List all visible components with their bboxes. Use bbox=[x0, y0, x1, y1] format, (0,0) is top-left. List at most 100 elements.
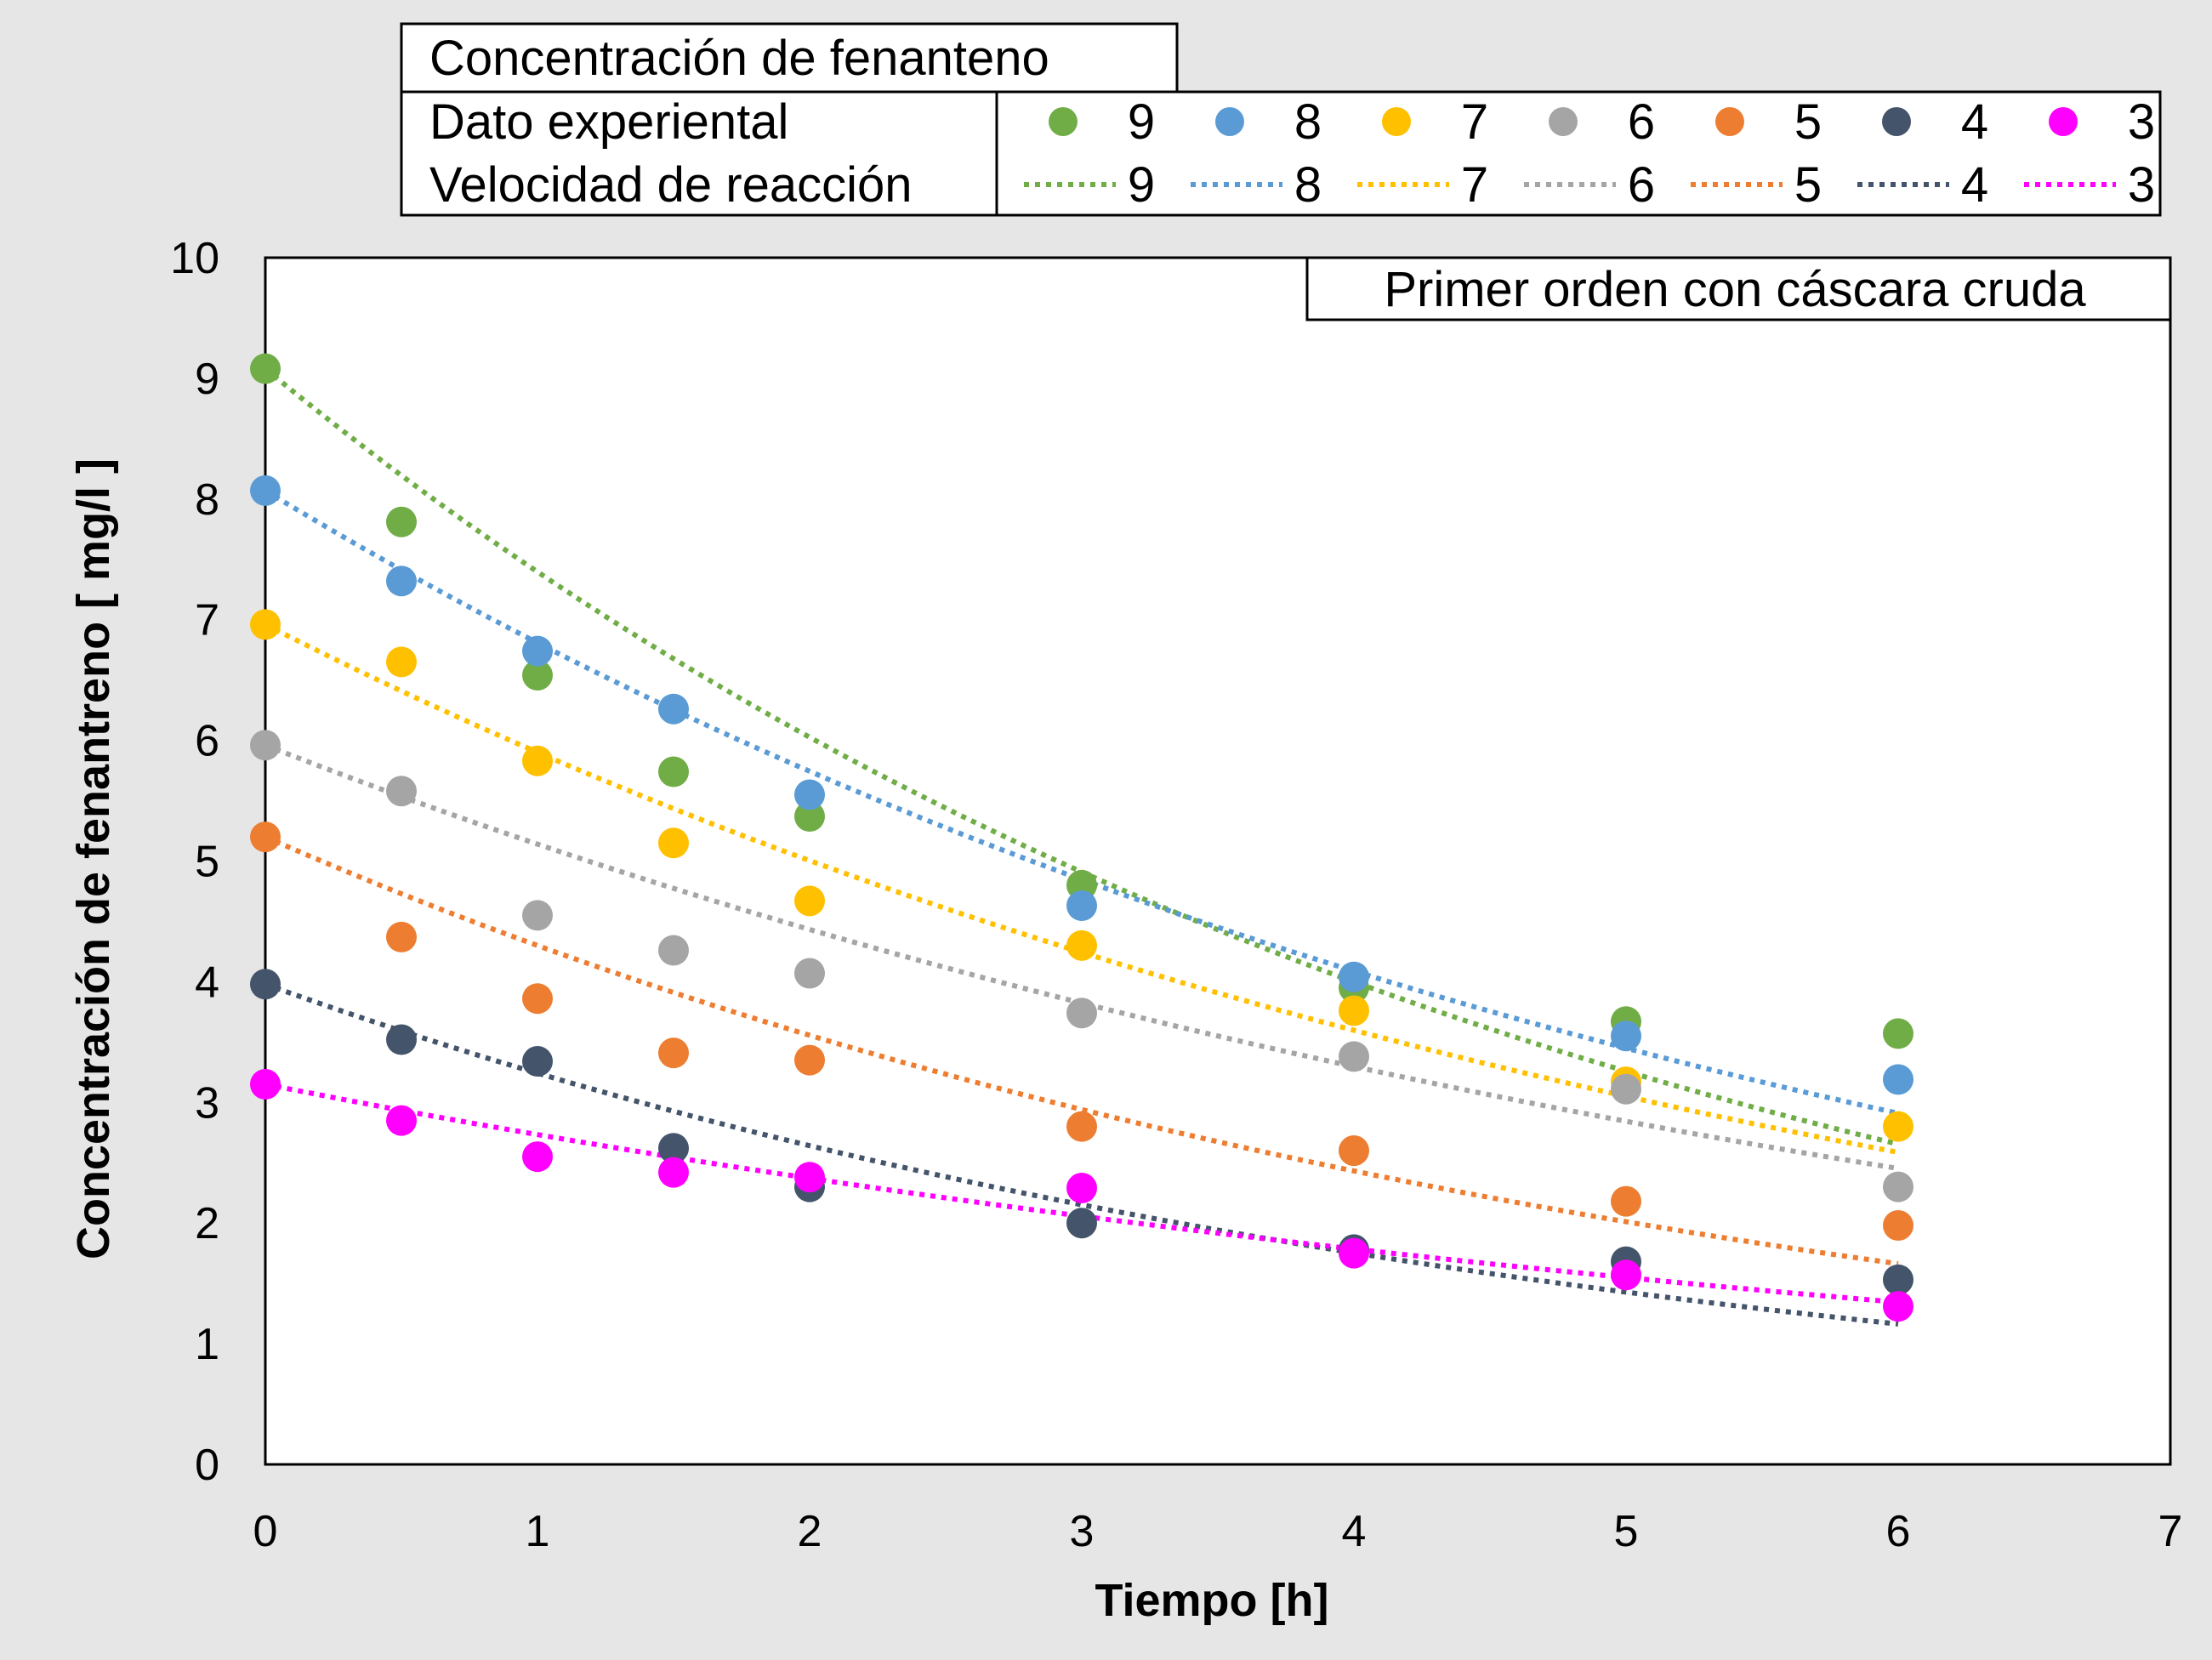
x-tick-label: 4 bbox=[1342, 1507, 1367, 1556]
annotation-frame bbox=[1305, 256, 2172, 321]
data-point-8 bbox=[658, 693, 689, 725]
y-axis-ticks: 0 1 2 3 4 5 6 7 8 9 10 bbox=[170, 234, 219, 1490]
legend-marker-3 bbox=[2049, 107, 2078, 136]
legend-entries: 9 9 8 8 7 7 6 6 5 5 4 4 3 3 bbox=[1024, 94, 2155, 213]
legend-marker-label: 3 bbox=[2128, 94, 2155, 150]
data-point-3 bbox=[250, 1069, 281, 1100]
legend-line-label: 9 bbox=[1128, 157, 1155, 213]
data-points bbox=[250, 353, 1913, 1322]
legend-title: Concentración de fenanteno bbox=[429, 31, 1049, 86]
data-point-3 bbox=[794, 1162, 825, 1193]
data-point-9 bbox=[522, 659, 553, 691]
x-tick-label: 3 bbox=[1070, 1507, 1095, 1556]
legend-line-label: 3 bbox=[2128, 157, 2155, 213]
legend-marker-label: 8 bbox=[1294, 94, 1322, 150]
legend-labels-box bbox=[400, 90, 1002, 217]
data-point-7 bbox=[794, 885, 825, 917]
data-point-9 bbox=[1883, 1018, 1913, 1049]
data-point-6 bbox=[1883, 1171, 1913, 1202]
data-point-3 bbox=[1066, 1173, 1097, 1204]
data-point-9 bbox=[794, 800, 825, 832]
x-tick-label: 7 bbox=[2158, 1507, 2183, 1556]
data-point-7 bbox=[522, 745, 553, 776]
annotation-text: Primer orden con cáscara cruda bbox=[1384, 262, 2086, 317]
data-point-9 bbox=[386, 506, 417, 537]
data-point-7 bbox=[658, 827, 689, 859]
data-point-8 bbox=[794, 779, 825, 810]
data-point-4 bbox=[386, 1024, 417, 1055]
legend-line-label: 7 bbox=[1461, 157, 1488, 213]
legend-line-label: 5 bbox=[1794, 157, 1822, 213]
x-tick-label: 1 bbox=[526, 1507, 550, 1556]
legend: Concentración de fenanteno Dato experien… bbox=[400, 22, 2162, 217]
legend-entries-box bbox=[995, 90, 2162, 217]
legend-marker-label: 7 bbox=[1461, 94, 1488, 150]
data-point-4 bbox=[250, 969, 281, 1000]
data-point-8 bbox=[386, 566, 417, 597]
data-point-5 bbox=[522, 983, 553, 1015]
legend-row-label-rate: Velocidad de reacción bbox=[429, 157, 913, 213]
y-axis-title: Concentración de fenantreno [ mg/l ] bbox=[68, 458, 119, 1259]
y-tick-label: 9 bbox=[195, 355, 219, 404]
data-point-3 bbox=[1883, 1291, 1913, 1322]
legend-marker-label: 9 bbox=[1128, 94, 1155, 150]
data-point-7 bbox=[1066, 929, 1097, 961]
data-point-8 bbox=[1066, 890, 1097, 922]
fit-line-6 bbox=[264, 742, 1899, 1171]
data-point-3 bbox=[658, 1157, 689, 1188]
data-point-3 bbox=[1339, 1237, 1369, 1269]
y-tick-label: 8 bbox=[195, 475, 219, 525]
y-tick-label: 3 bbox=[195, 1078, 219, 1128]
x-tick-label: 0 bbox=[253, 1507, 278, 1556]
legend-marker-4 bbox=[1882, 107, 1911, 136]
data-point-7 bbox=[1883, 1111, 1913, 1142]
data-point-3 bbox=[522, 1141, 553, 1173]
legend-marker-label: 4 bbox=[1961, 94, 1988, 150]
legend-line-label: 8 bbox=[1294, 157, 1322, 213]
data-point-6 bbox=[1066, 998, 1097, 1029]
legend-title-box bbox=[400, 22, 1179, 94]
y-tick-label: 0 bbox=[195, 1441, 219, 1490]
data-point-5 bbox=[794, 1044, 825, 1076]
data-point-4 bbox=[522, 1046, 553, 1077]
data-point-8 bbox=[1339, 961, 1369, 992]
data-point-3 bbox=[1611, 1259, 1641, 1291]
data-point-8 bbox=[522, 635, 553, 667]
legend-marker-8 bbox=[1215, 107, 1244, 136]
data-point-3 bbox=[386, 1105, 417, 1136]
annotation-box: Primer orden con cáscara cruda bbox=[1305, 256, 2172, 321]
legend-marker-5 bbox=[1715, 107, 1744, 136]
data-point-7 bbox=[1339, 995, 1369, 1026]
legend-marker-label: 5 bbox=[1794, 94, 1822, 150]
x-tick-label: 2 bbox=[798, 1507, 822, 1556]
data-point-6 bbox=[794, 958, 825, 989]
data-point-6 bbox=[250, 730, 281, 761]
legend-marker-7 bbox=[1382, 107, 1411, 136]
legend-marker-9 bbox=[1049, 107, 1078, 136]
data-point-8 bbox=[250, 475, 281, 506]
y-tick-label: 6 bbox=[195, 717, 219, 766]
x-axis-title: Tiempo [h] bbox=[1095, 1575, 1329, 1626]
data-point-5 bbox=[658, 1038, 689, 1069]
data-point-6 bbox=[658, 935, 689, 966]
data-point-6 bbox=[1611, 1073, 1641, 1105]
fit-line-4 bbox=[264, 981, 1899, 1327]
data-point-6 bbox=[1339, 1041, 1369, 1072]
y-tick-label: 4 bbox=[195, 958, 219, 1007]
x-tick-label: 6 bbox=[1886, 1507, 1911, 1556]
data-point-5 bbox=[1339, 1135, 1369, 1167]
data-point-8 bbox=[1611, 1020, 1641, 1052]
data-point-8 bbox=[1883, 1064, 1913, 1095]
y-tick-label: 2 bbox=[195, 1199, 219, 1248]
data-point-5 bbox=[250, 821, 281, 853]
legend-row-label-experimental: Dato experiental bbox=[429, 94, 788, 150]
legend-marker-6 bbox=[1549, 107, 1578, 136]
x-axis-ticks: 0 1 2 3 4 5 6 7 bbox=[253, 1507, 2183, 1556]
legend-line-label: 4 bbox=[1961, 157, 1988, 213]
data-point-5 bbox=[1066, 1111, 1097, 1142]
y-tick-label: 10 bbox=[170, 234, 219, 283]
data-point-7 bbox=[386, 646, 417, 678]
data-point-4 bbox=[658, 1133, 689, 1164]
data-point-4 bbox=[1066, 1208, 1097, 1239]
plot-area bbox=[264, 256, 2172, 1466]
